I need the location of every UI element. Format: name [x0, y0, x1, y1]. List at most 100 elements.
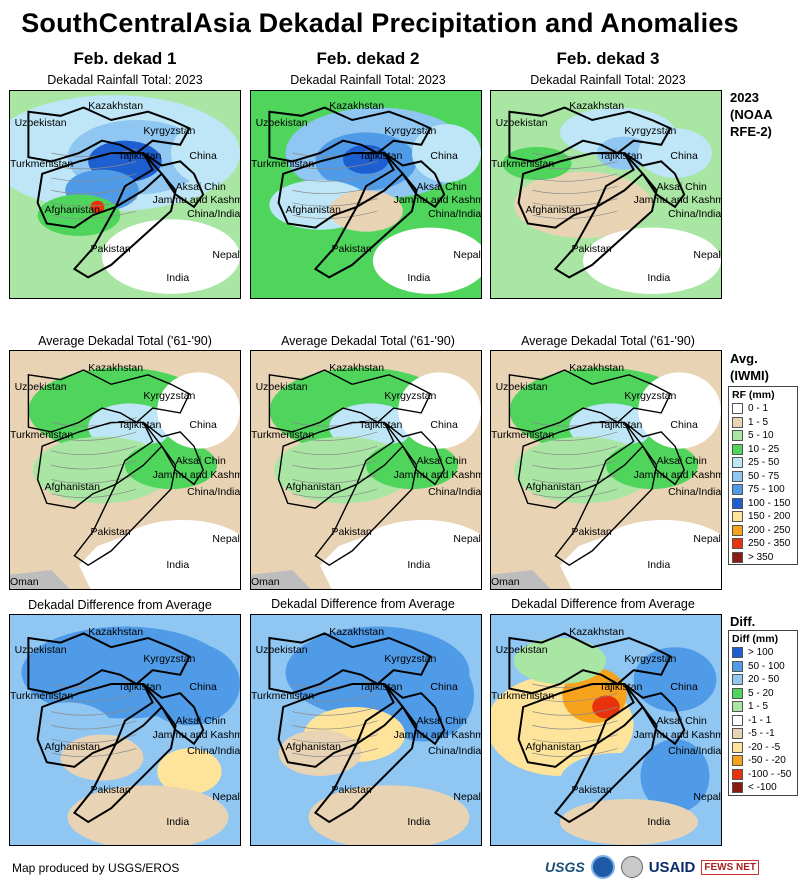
map-rainfall-dekad2: Kazakhstan Uzbekistan Kyrgyzstan Turkmenist…: [250, 90, 482, 299]
map-label-kazakhstan: Kazakhstan: [329, 100, 385, 113]
subtitle-r3-c1: Dekadal Difference from Average: [28, 598, 212, 612]
country-border: [277, 152, 395, 229]
country-border: [142, 152, 205, 209]
legend-label: 5 - 10: [748, 430, 774, 442]
map-canvas: [491, 351, 721, 589]
legend-label: 1 - 5: [748, 416, 769, 428]
province-boundary: [292, 706, 378, 716]
rf-legend-item: 1 - 5: [729, 416, 797, 430]
legend-label: 75 - 100: [748, 484, 785, 496]
map-label-pakistan: Pakistan: [90, 526, 131, 539]
map-label-nepal: Nepal: [453, 533, 481, 546]
side-title-rainfall-line2: (NOAA: [730, 107, 773, 122]
province-boundary: [292, 474, 378, 484]
map-label-pakistan: Pakistan: [90, 243, 131, 256]
legend-swatch: [732, 538, 743, 550]
map-label-aksai-chin: Aksai Chin: [175, 715, 226, 728]
country-border: [277, 421, 395, 509]
legend-label: -20 - -5: [748, 741, 781, 753]
province-boundary: [51, 445, 137, 456]
province-boundary: [292, 185, 378, 195]
map-label-jammu: Jammu and Kashmir: [152, 193, 241, 206]
credit-text: Map produced by USGS/EROS: [12, 861, 180, 875]
legend-label: > 350: [748, 551, 774, 563]
legend-swatch: [732, 430, 743, 442]
map-label-tajikistan: Tajikistan: [118, 680, 162, 693]
map-label-kazakhstan: Kazakhstan: [569, 361, 625, 374]
side-title-average-line2: (IWMI): [730, 368, 769, 383]
map-label-india: India: [407, 272, 431, 285]
precip-zone: [278, 730, 362, 776]
map-label-nepal: Nepal: [693, 791, 721, 804]
map-label-china: China: [670, 419, 698, 432]
map-label-china-india: China/India: [428, 745, 482, 758]
map-label-pakistan: Pakistan: [331, 243, 372, 256]
side-title-rainfall-line3: RFE-2): [730, 124, 772, 139]
map-label-aksai-chin: Aksai Chin: [175, 181, 226, 194]
province-boundary: [532, 706, 618, 716]
legend-swatch: [732, 714, 743, 726]
legend-label: 5 - 20: [748, 687, 774, 699]
map-rainfall-dekad1: Kazakhstan Uzbekistan Kyrgyzstan Turkmenist…: [9, 90, 241, 299]
precip-zone: [90, 200, 105, 214]
country-border: [36, 421, 154, 509]
rf-legend-item: 100 - 150: [729, 497, 797, 511]
diff-legend-item: 50 - 100: [729, 660, 797, 674]
oman-land: [10, 569, 70, 589]
map-label-jammu: Jammu and Kashmir: [152, 729, 241, 741]
diff-legend-item: > 100: [729, 646, 797, 660]
province-boundary: [532, 488, 618, 498]
country-border: [142, 421, 204, 486]
country-border: [36, 152, 154, 229]
map-label-afghanistan: Afghanistan: [44, 480, 100, 493]
precip-zone: [606, 441, 698, 490]
map-label-kyrgyzstan: Kyrgyzstan: [624, 653, 677, 666]
map-label-afghanistan: Afghanistan: [525, 203, 581, 216]
country-border: [268, 106, 432, 163]
country-border: [508, 106, 672, 163]
province-boundary: [532, 185, 618, 195]
map-label-kyrgyzstan: Kyrgyzstan: [624, 125, 677, 138]
rf-legend-item: 25 - 50: [729, 456, 797, 470]
map-canvas: [10, 615, 240, 845]
map-label-kazakhstan: Kazakhstan: [569, 625, 625, 638]
rf-legend-item: 0 - 1: [729, 402, 797, 416]
no-data-area: [560, 531, 721, 589]
province-boundary: [292, 431, 378, 441]
diff-legend-item: < -100: [729, 781, 797, 795]
map-label-china: China: [189, 150, 217, 163]
no-data-area: [79, 531, 240, 589]
map-label-kazakhstan: Kazakhstan: [88, 625, 144, 638]
subtitle-r1-c2: Dekadal Rainfall Total: 2023: [290, 73, 446, 87]
column-header-2: Feb. dekad 2: [316, 49, 420, 68]
map-label-afghanistan: Afghanistan: [285, 203, 341, 216]
map-label-turkmenistan: Turkmenistan: [10, 158, 74, 171]
country-border: [623, 152, 686, 209]
map-label-nepal: Nepal: [453, 249, 481, 262]
map-label-aksai-chin: Aksai Chin: [416, 181, 467, 194]
map-label-india: India: [166, 559, 190, 572]
legend-label: -1 - 1: [748, 714, 772, 726]
map-label-afghanistan: Afghanistan: [525, 740, 581, 753]
diff-legend-item: -20 - -5: [729, 741, 797, 755]
precip-zone: [592, 695, 620, 719]
precip-zone: [372, 227, 481, 294]
legend-swatch: [732, 551, 743, 563]
map-label-china: China: [670, 680, 698, 693]
province-boundary: [532, 173, 618, 182]
map-canvas: [10, 351, 240, 589]
oman-land: [491, 569, 551, 589]
map-canvas: [251, 351, 481, 589]
country-border: [268, 369, 432, 433]
map-label-china-india: China/India: [668, 485, 722, 498]
rf-legend-item: 200 - 250: [729, 524, 797, 538]
precip-zone: [308, 785, 470, 845]
map-label-china-india: China/India: [668, 207, 722, 220]
map-label-aksai-chin: Aksai Chin: [656, 454, 707, 467]
map-difference-dekad1: Kazakhstan Uzbekistan Kyrgyzstan Turkmenist…: [9, 614, 241, 846]
country-border: [27, 369, 191, 433]
map-label-india: India: [407, 559, 431, 572]
map-label-kazakhstan: Kazakhstan: [329, 625, 385, 638]
legend-label: 20 - 50: [748, 674, 780, 686]
map-label-china: China: [430, 680, 458, 693]
